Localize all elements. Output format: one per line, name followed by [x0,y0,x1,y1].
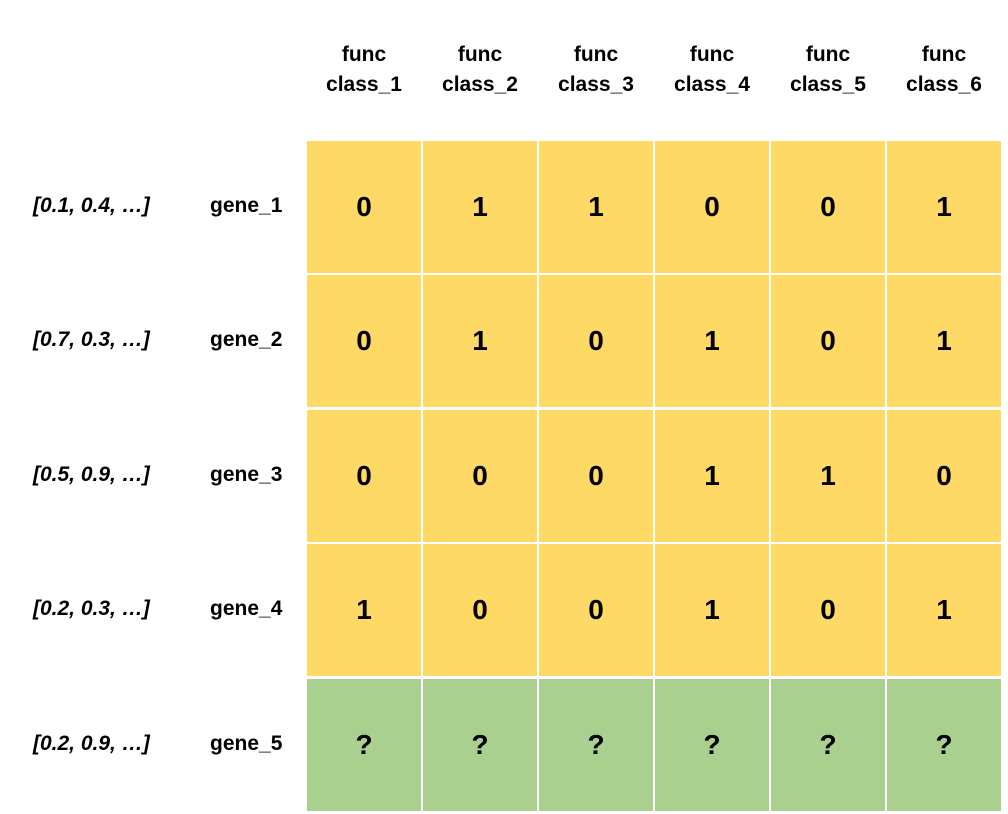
column-header-line1: func [341,43,387,66]
label-cell: 0 [539,275,653,407]
column-header-class-2: func class_2 [422,40,538,100]
label-cell: 1 [423,275,537,407]
label-cell: 1 [539,141,653,273]
column-header-line2: class_3 [558,73,634,96]
feature-vector-label: [0.1, 0.4, …] [33,194,150,217]
label-cell: 0 [771,141,885,273]
column-header-line1: func [805,43,851,66]
column-header-line2: class_5 [790,73,866,96]
unknown-label-cell: ? [423,679,537,811]
gene-label: gene_4 [210,597,283,620]
unknown-label-cell: ? [539,679,653,811]
column-header-line2: class_6 [906,73,982,96]
label-cell: 0 [307,410,421,542]
gene-label: gene_5 [210,732,283,755]
unknown-label-cell: ? [307,679,421,811]
label-cell: 0 [307,275,421,407]
label-cell: 0 [655,141,769,273]
column-header-line1: func [921,43,967,66]
column-header-line1: func [689,43,735,66]
label-cell: 1 [887,544,1001,676]
label-cell: 1 [887,141,1001,273]
label-cell: 0 [771,275,885,407]
feature-vector-label: [0.7, 0.3, …] [33,328,150,351]
column-header-class-1: func class_1 [306,40,422,100]
label-cell: 0 [771,544,885,676]
column-header-line2: class_2 [442,73,518,96]
label-cell: 0 [539,544,653,676]
label-cell: 0 [539,410,653,542]
gene-label: gene_1 [210,194,283,217]
feature-vector-label: [0.5, 0.9, …] [33,463,150,486]
label-cell: 1 [887,275,1001,407]
label-cell: 1 [771,410,885,542]
unknown-label-cell: ? [771,679,885,811]
unknown-label-cell: ? [887,679,1001,811]
label-cell: 1 [655,544,769,676]
feature-vector-label: [0.2, 0.9, …] [33,732,150,755]
column-header-line2: class_1 [326,73,402,96]
label-cell: 0 [423,410,537,542]
column-header-line2: class_4 [674,73,750,96]
gene-label: gene_2 [210,328,283,351]
label-cell: 0 [887,410,1001,542]
label-cell: 1 [655,275,769,407]
column-header-class-4: func class_4 [654,40,770,100]
column-header-class-5: func class_5 [770,40,886,100]
label-cell: 0 [307,141,421,273]
feature-vector-label: [0.2, 0.3, …] [33,597,150,620]
label-cell: 0 [423,544,537,676]
label-matrix: 0 1 1 0 0 1 0 1 0 1 0 1 0 0 0 1 1 0 1 0 0 1 0 1?????? [306,140,1004,811]
column-header-line1: func [457,43,503,66]
column-header-class-6: func class_6 [886,40,1002,100]
label-cell: 1 [307,544,421,676]
column-header-line1: func [573,43,619,66]
label-cell: 1 [655,410,769,542]
gene-label: gene_3 [210,463,283,486]
label-cell: 1 [423,141,537,273]
column-header-class-3: func class_3 [538,40,654,100]
unknown-label-cell: ? [655,679,769,811]
